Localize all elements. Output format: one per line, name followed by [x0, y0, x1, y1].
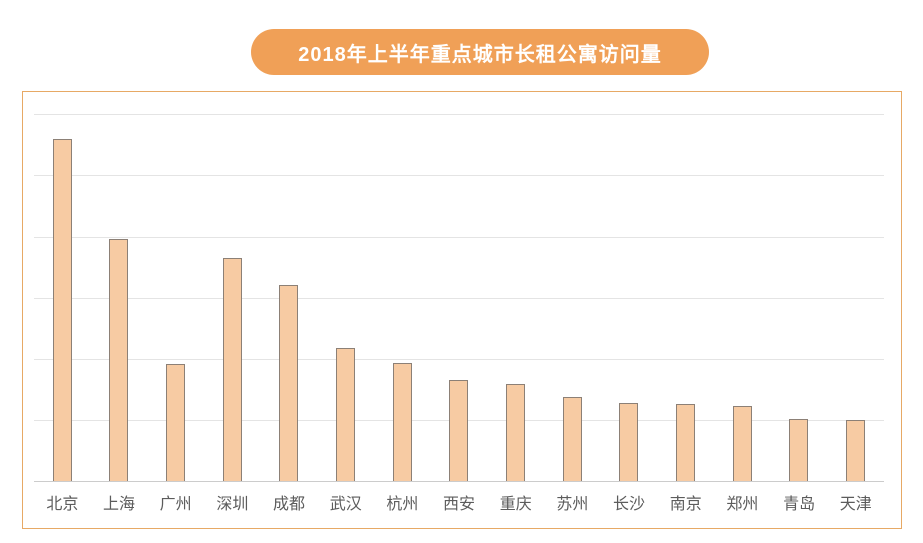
bar-重庆 [506, 383, 526, 481]
bar-成都 [279, 284, 299, 481]
plot-area [34, 92, 884, 482]
bar-长沙 [619, 402, 639, 481]
x-axis-label: 上海 [103, 496, 136, 513]
chart-title: 2018年上半年重点城市长租公寓访问量 [298, 43, 662, 66]
bar-杭州 [392, 363, 412, 481]
x-axis-label: 重庆 [499, 496, 532, 513]
bar-series [34, 92, 884, 481]
gridline [34, 114, 884, 116]
bar-南京 [676, 404, 696, 481]
x-axis-line [34, 481, 884, 482]
bar-武汉 [336, 347, 356, 481]
x-axis-label: 长沙 [613, 496, 646, 513]
bar-北京 [52, 138, 72, 481]
x-axis-label: 南京 [669, 496, 702, 513]
x-axis-label: 成都 [273, 496, 306, 513]
gridline [34, 175, 884, 177]
x-axis-label: 郑州 [726, 496, 759, 513]
chart-title-badge: 2018年上半年重点城市长租公寓访问量 [251, 29, 709, 75]
chart-panel: 北京 上海 广州 深圳 成都 武汉 杭州 西安 重庆 苏州 长沙 南京 郑州 青岛 天津 [22, 91, 902, 529]
gridline [34, 358, 884, 360]
x-axis-label: 武汉 [329, 496, 362, 513]
gridline [34, 297, 884, 299]
x-axis-label: 天津 [839, 496, 872, 513]
x-axis-label: 深圳 [216, 496, 249, 513]
x-axis-label: 苏州 [556, 496, 589, 513]
bar-广州 [166, 364, 186, 481]
x-axis-labels: 北京 上海 广州 深圳 成都 武汉 杭州 西安 重庆 苏州 长沙 南京 郑州 青岛 天津 [34, 490, 884, 514]
bar-青岛 [789, 419, 809, 481]
gridline [34, 236, 884, 238]
bar-天津 [846, 419, 866, 481]
bar-郑州 [732, 405, 752, 481]
bar-深圳 [222, 257, 242, 481]
x-axis-label: 广州 [159, 496, 192, 513]
bar-西安 [449, 380, 469, 481]
x-axis-label: 西安 [443, 496, 476, 513]
x-axis-label: 北京 [46, 496, 79, 513]
bar-苏州 [562, 397, 582, 481]
x-axis-label: 杭州 [386, 496, 419, 513]
x-axis-label: 青岛 [783, 496, 816, 513]
bar-上海 [109, 238, 129, 481]
